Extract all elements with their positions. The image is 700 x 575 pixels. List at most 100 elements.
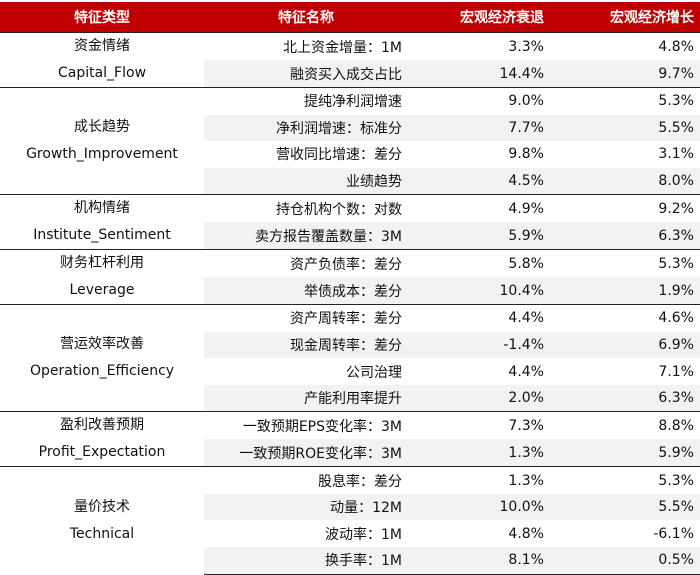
growth-value: 5.9%	[550, 439, 700, 467]
recession-value: 5.8%	[408, 249, 550, 278]
feature-name: 现金周转率：差分	[204, 331, 408, 359]
recession-value: 9.0%	[408, 86, 550, 115]
feature-name: 资产负债率：差分	[204, 249, 408, 278]
table-row: 成长趋势 Growth_Improvement 提纯净利润增速 9.0% 5.3%	[0, 86, 700, 195]
recession-value: 9.8%	[508, 146, 544, 163]
recession-value: 1.3%	[408, 439, 550, 467]
table-row: 净利润增速：标准分 7.7% 5.5%	[0, 114, 700, 142]
table-row: 卖方报告覆盖数量：3M 5.9% 6.3%	[0, 222, 700, 250]
feature-type-cell: 机构情绪 Institute_Sentiment	[0, 194, 204, 250]
feature-name: 换手率：1M	[204, 547, 408, 575]
header-growth: 宏观经济增长	[550, 2, 700, 33]
feature-name: 净利润增速：标准分	[204, 114, 408, 142]
table-row: 量价技术 Technical 股息率：差分 1.3% 5.3%	[0, 466, 700, 575]
table-row: 举债成本：差分 10.4% 1.9%	[0, 277, 700, 305]
table-row: 公司治理 4.4% 7.1%	[0, 358, 700, 385]
growth-value: 3.1%	[658, 146, 694, 163]
recession-value: 5.9%	[408, 222, 550, 250]
feature-name: 一致预期ROE变化率：3M	[204, 439, 408, 467]
table-row: 营收同比增速：差分 9.8% 3.1%	[0, 141, 700, 168]
table-header-row: 特征类型 特征名称 宏观经济衰退 宏观经济增长	[0, 2, 700, 33]
feature-type-en: Growth_Improvement	[26, 146, 178, 163]
table-row: 产能利用率提升 2.0% 6.3%	[0, 384, 700, 412]
feature-type-en: Leverage	[69, 282, 135, 299]
recession-value: 14.4%	[408, 60, 550, 88]
recession-value: 10.0%	[408, 493, 550, 521]
feature-name: 北上资金增量：1M	[204, 32, 408, 60]
feature-type-cell: 盈利改善预期 Profit_Expectation	[0, 411, 204, 467]
feature-name: 股息率：差分	[204, 466, 408, 494]
recession-value: 2.0%	[408, 384, 550, 412]
growth-value: 8.8%	[550, 411, 700, 440]
feature-type-en: Operation_Efficiency	[29, 363, 175, 380]
growth-value: 1.9%	[550, 277, 700, 305]
table-row: 一致预期ROE变化率：3M 1.3% 5.9%	[0, 439, 700, 467]
feature-name: 业绩趋势	[204, 167, 408, 195]
feature-name: 公司治理	[346, 364, 402, 381]
feature-type-cn: 成长趋势	[74, 119, 130, 136]
feature-type-cn: 营运效率改善	[60, 336, 144, 353]
recession-value: 4.4%	[408, 304, 550, 332]
recession-value: 1.3%	[408, 466, 550, 494]
table-row: 营运效率改善 Operation_Efficiency 资产周转率：差分 4.4% 4.…	[0, 304, 700, 412]
growth-value: 4.6%	[550, 304, 700, 332]
growth-value: 6.3%	[550, 222, 700, 250]
feature-type-cell: 资金情绪 Capital_Flow	[0, 32, 204, 88]
recession-value: -1.4%	[408, 331, 550, 359]
feature-type-cell: 财务杠杆利用 Leverage	[0, 249, 204, 305]
growth-value: 5.3%	[550, 249, 700, 278]
feature-type-en: Profit_Expectation	[38, 444, 166, 461]
table-row: 动量：12M 10.0% 5.5%	[0, 493, 700, 521]
feature-type-cn: 资金情绪	[74, 38, 130, 54]
recession-value: 4.8%	[508, 525, 544, 542]
feature-name: 融资买入成交占比	[204, 60, 408, 88]
recession-value: 4.4%	[508, 363, 544, 380]
table-row: 机构情绪 Institute_Sentiment 持仓机构个数：对数 4.9% 9.2%	[0, 194, 700, 250]
growth-value: -6.1%	[653, 525, 694, 542]
growth-value: 4.8%	[550, 32, 700, 60]
feature-name: 提纯净利润增速	[204, 86, 408, 115]
growth-value: 5.5%	[550, 114, 700, 142]
recession-value: 10.4%	[408, 277, 550, 305]
feature-name: 举债成本：差分	[204, 277, 408, 305]
feature-type-cell: 成长趋势 Growth_Improvement	[0, 86, 204, 195]
table-body: 资金情绪 Capital_Flow 北上资金增量：1M 3.3% 4.8% 融资买入成交占…	[0, 32, 700, 575]
growth-value: 9.7%	[550, 60, 700, 88]
recession-value: 7.7%	[408, 114, 550, 142]
feature-name: 资产周转率：差分	[204, 304, 408, 332]
feature-name: 营收同比增速：差分	[276, 147, 402, 164]
recession-value: 3.3%	[408, 32, 550, 60]
table-row: 财务杠杆利用 Leverage 资产负债率：差分 5.8% 5.3%	[0, 249, 700, 305]
recession-value: 8.1%	[408, 547, 550, 575]
feature-name: 持仓机构个数：对数	[204, 194, 408, 223]
feature-type-en: Institute_Sentiment	[33, 227, 171, 244]
table-row: 业绩趋势 4.5% 8.0%	[0, 167, 700, 195]
feature-type-cn: 量价技术	[74, 498, 130, 515]
table-row: 盈利改善预期 Profit_Expectation 一致预期EPS变化率：3M 7.3…	[0, 411, 700, 467]
growth-value: 5.3%	[550, 86, 700, 115]
feature-type-cell: 营运效率改善 Operation_Efficiency	[0, 304, 204, 412]
table-row: 现金周转率：差分 -1.4% 6.9%	[0, 331, 700, 359]
header-recession: 宏观经济衰退	[408, 2, 550, 33]
feature-type-cn: 财务杠杆利用	[60, 255, 144, 272]
feature-type-cn: 机构情绪	[74, 200, 130, 217]
growth-value: 6.9%	[550, 331, 700, 359]
recession-value: 7.3%	[408, 411, 550, 440]
feature-name: 波动率：1M	[325, 526, 402, 543]
feature-type-en: Technical	[69, 525, 135, 542]
growth-value: 6.3%	[550, 384, 700, 412]
feature-name: 产能利用率提升	[204, 384, 408, 412]
feature-name: 卖方报告覆盖数量：3M	[204, 222, 408, 250]
recession-value: 4.5%	[408, 167, 550, 195]
recession-value: 4.9%	[408, 194, 550, 223]
growth-value: 7.1%	[658, 363, 694, 380]
header-feature-name: 特征名称	[204, 2, 408, 33]
growth-value: 8.0%	[550, 167, 700, 195]
feature-name: 一致预期EPS变化率：3M	[204, 411, 408, 440]
growth-value: 5.5%	[550, 493, 700, 521]
feature-type-cell: 量价技术 Technical	[0, 466, 204, 575]
table-row: 融资买入成交占比 14.4% 9.7%	[0, 60, 700, 88]
growth-value: 9.2%	[550, 194, 700, 223]
feature-type-en: Capital_Flow	[57, 65, 147, 81]
